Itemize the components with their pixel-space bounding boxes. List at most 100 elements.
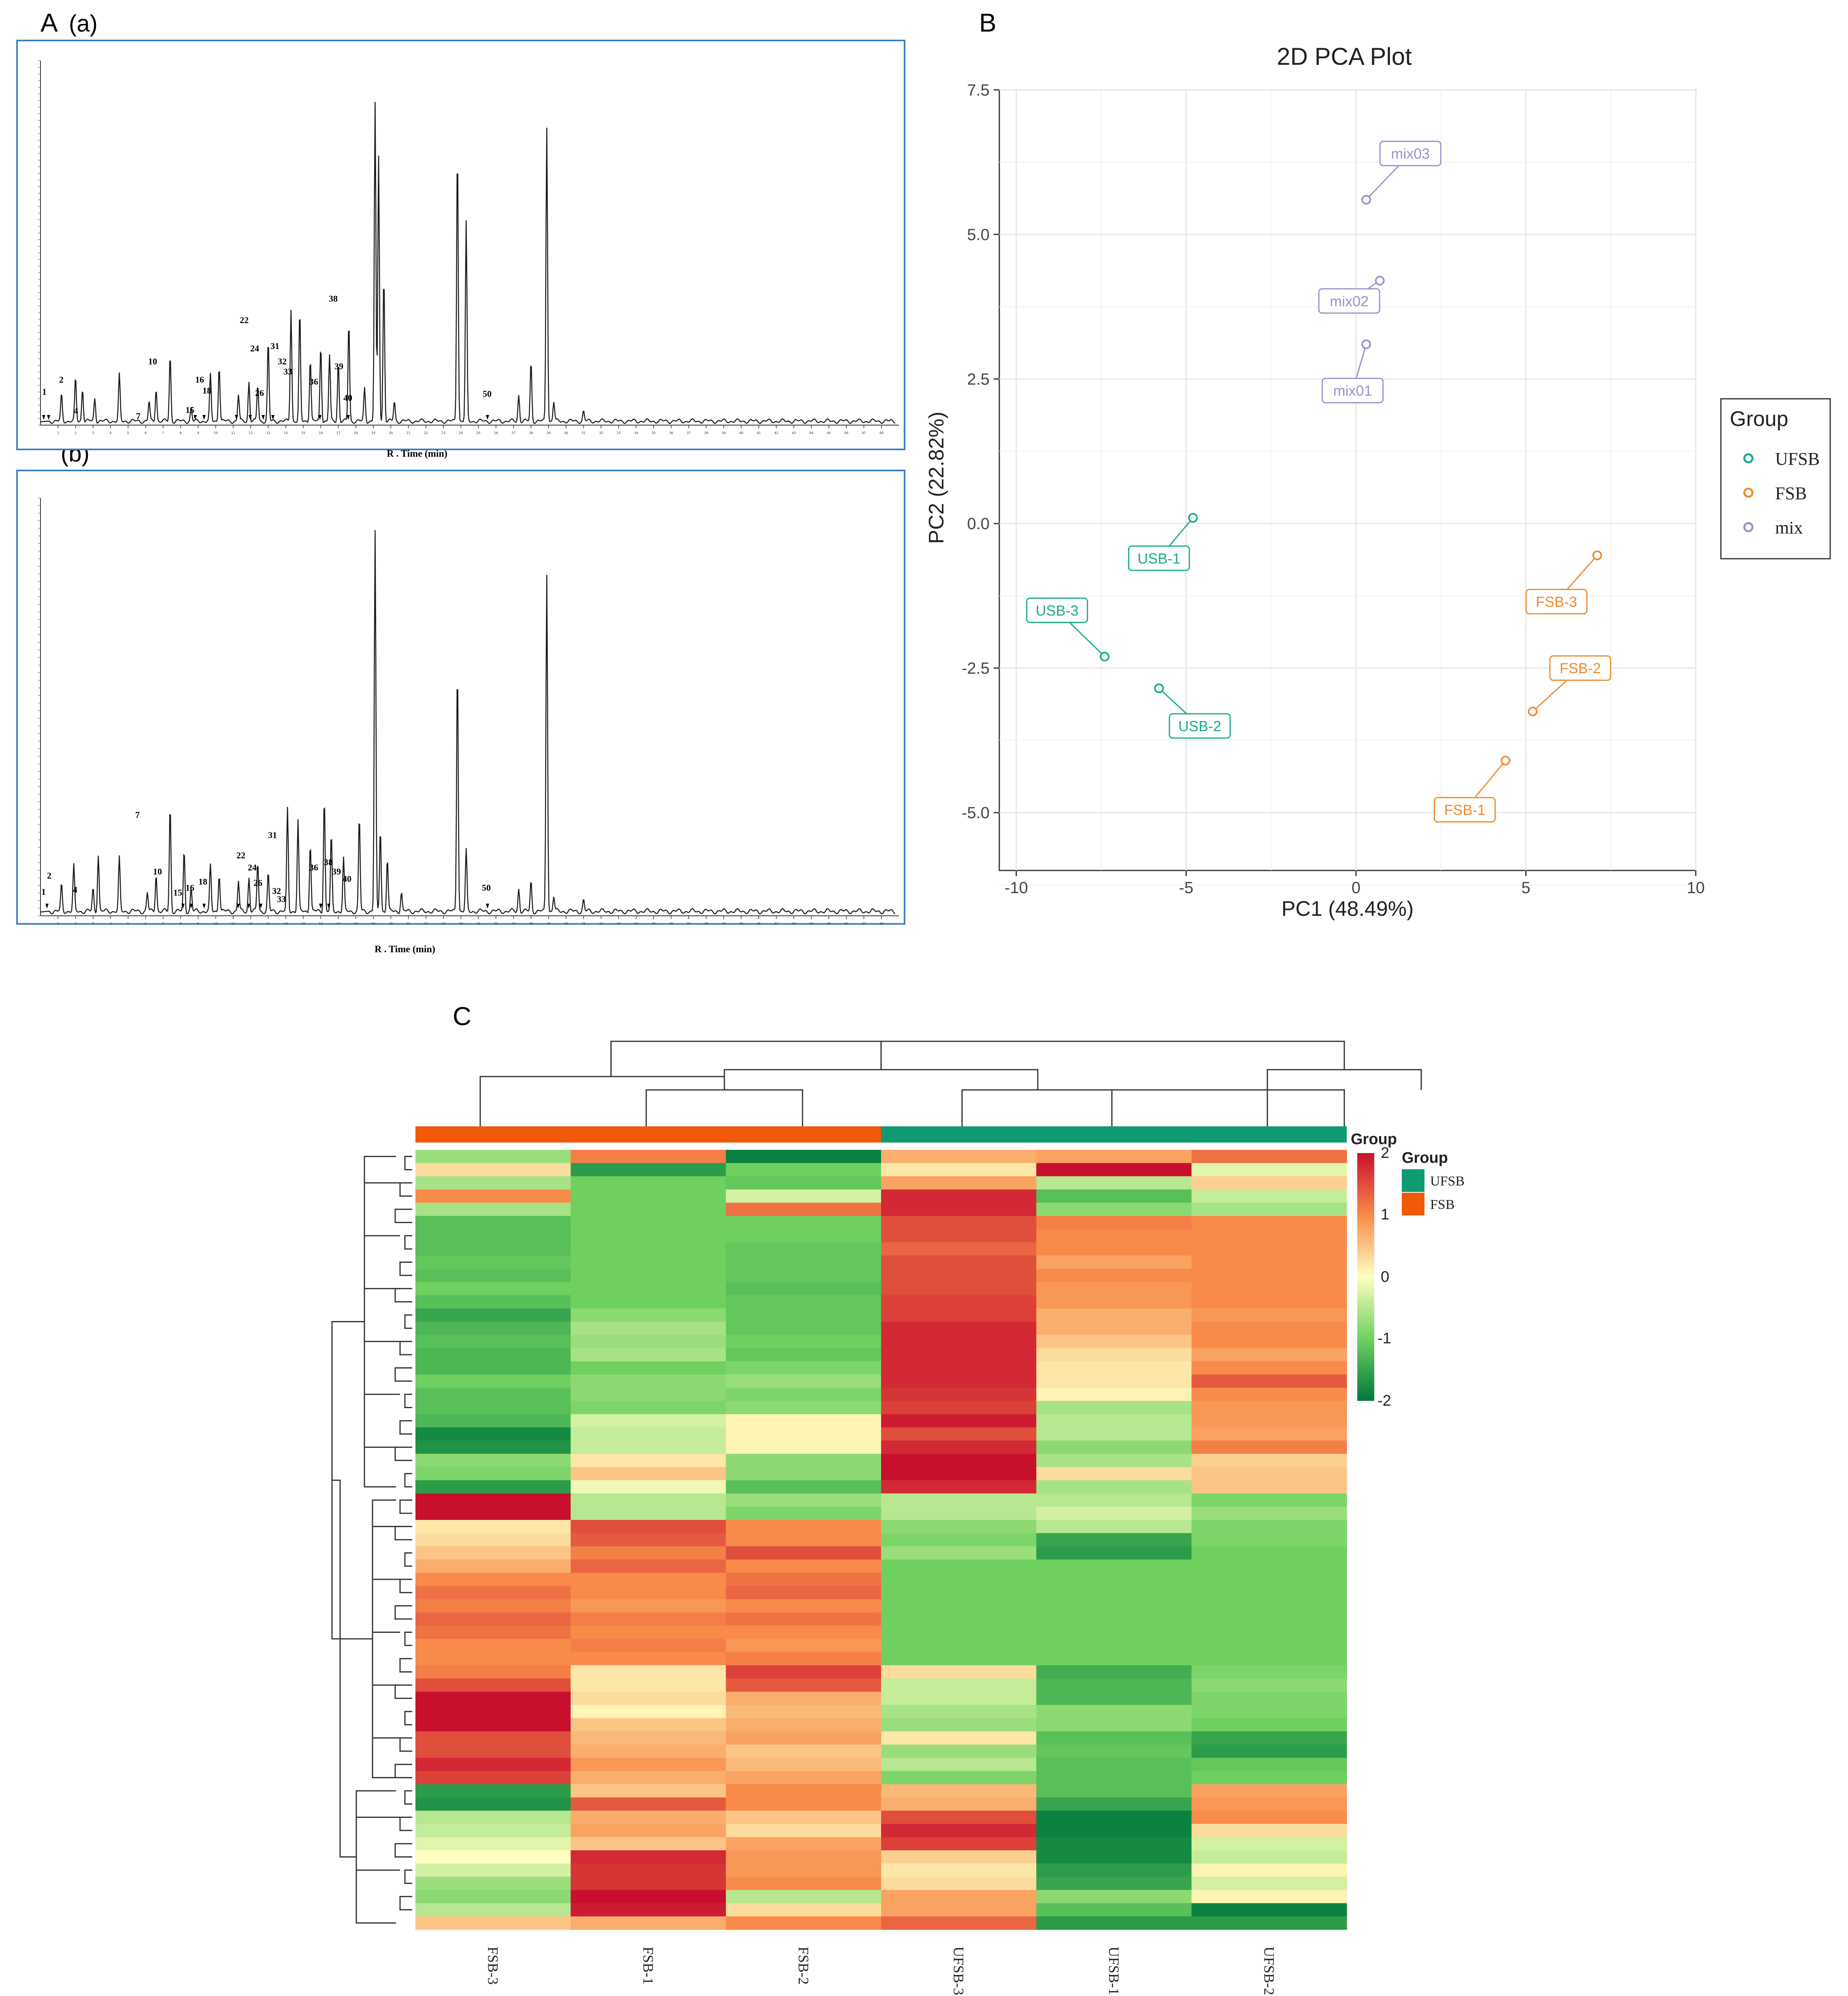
heatmap-cell (1036, 1546, 1192, 1560)
point-label: FSB-2 (1560, 660, 1601, 677)
heatmap-cell (726, 1586, 881, 1600)
heatmap-cell (726, 1441, 881, 1454)
heatmap-cell (415, 1150, 571, 1164)
heatmap-cell (415, 1321, 571, 1335)
heatmap-cell (571, 1348, 726, 1362)
heatmap-cell (881, 1718, 1037, 1732)
heatmap-cell (571, 1427, 726, 1441)
x-tick-label: 29 (547, 431, 551, 435)
heatmap-cell (571, 1731, 726, 1745)
column-label: UFSB-3 (951, 1947, 967, 1995)
heatmap-column-labels: FSB-3 FSB-1 FSB-2 UFSB-3 UFSB-1 UFSB-2 (485, 1947, 1277, 1995)
x-tick-label: 48 (879, 922, 884, 926)
peak-label: 18 (198, 877, 207, 887)
heatmap-cell (1036, 1295, 1192, 1309)
heatmap-cell (726, 1242, 881, 1256)
heatmap-cell (881, 1176, 1037, 1190)
x-tick-label: 4 (110, 431, 112, 435)
peak-label: 24 (250, 343, 259, 353)
x-tick-label: 27 (511, 431, 515, 435)
peak-label: 26 (255, 388, 264, 398)
heatmap-cell (881, 1374, 1037, 1388)
heatmap-cell (726, 1414, 881, 1428)
peak-label: 36 (309, 377, 318, 387)
dendro-branch (399, 1261, 412, 1276)
heatmap-cell (1191, 1890, 1347, 1904)
dendro-branch (394, 1209, 412, 1224)
heatmap-cell (571, 1242, 726, 1256)
heatmap-cell (571, 1652, 726, 1666)
heatmap-cell (881, 1308, 1037, 1322)
heatmap-cell (1036, 1731, 1192, 1745)
heatmap-cell (881, 1850, 1037, 1864)
x-tick-label: 17 (336, 431, 340, 435)
x-tick-label: 11 (231, 431, 235, 435)
dendro-branch (394, 1288, 412, 1302)
x-tick-label: 45 (827, 922, 831, 926)
heatmap-cell (415, 1387, 571, 1401)
heatmap-cell (1036, 1678, 1192, 1692)
tic-trace (40, 530, 896, 915)
y-tick-label: 2.5 (967, 370, 990, 388)
heatmap-cell (881, 1533, 1037, 1547)
heatmap-cell (726, 1731, 881, 1745)
heatmap-cell (1036, 1705, 1192, 1719)
heatmap-cell (726, 1282, 881, 1296)
heatmap-cell (881, 1189, 1037, 1203)
heatmap-cell (881, 1202, 1037, 1216)
heatmap-cell (571, 1877, 726, 1890)
heatmap-cell (1191, 1573, 1347, 1586)
pca-point-group: mix03 (1361, 140, 1441, 205)
pca-point (1501, 755, 1511, 766)
panel-b-letter: B (979, 8, 996, 37)
heatmap-cell (881, 1467, 1037, 1481)
x-tick-label: 25 (477, 431, 481, 435)
heatmap-cell (415, 1877, 571, 1890)
heatmap-cell (726, 1150, 881, 1164)
dendro-branch (404, 1155, 412, 1170)
heatmap-cell (415, 1295, 571, 1309)
heatmap-cell (415, 1586, 571, 1600)
x-tick-label: -10 (1005, 879, 1028, 897)
peak-label: 50 (482, 883, 491, 893)
pca-yaxis: -5.0 -2.5 0.0 2.5 5.0 7.5 (962, 81, 999, 822)
x-tick-label: 19 (371, 922, 375, 926)
x-tick-label: 30 (564, 922, 568, 926)
heatmap-cell (1191, 1176, 1347, 1190)
scale-tick: 2 (1381, 1145, 1389, 1162)
heatmap-cell (1191, 1811, 1347, 1824)
x-tick-label: 9 (197, 922, 199, 926)
heatmap-cell (881, 1216, 1037, 1230)
heatmap-cell (881, 1480, 1037, 1494)
heatmap-cell (726, 1692, 881, 1705)
x-tick-label: 3 (92, 431, 94, 435)
heatmap-cell (881, 1242, 1037, 1256)
x-tick-label: 35 (651, 431, 656, 435)
heatmap-cell (1191, 1387, 1347, 1401)
heatmap-cell (1191, 1414, 1347, 1428)
heatmap-cell (726, 1374, 881, 1388)
x-tick-label: 10 (214, 431, 218, 435)
heatmap-cell (1191, 1268, 1347, 1283)
heatmap-cell (726, 1784, 881, 1798)
heatmap-cell (881, 1282, 1037, 1296)
peak-label: 4 (73, 885, 77, 895)
peak-label: 32 (272, 886, 281, 896)
pca-point (1361, 339, 1371, 349)
heatmap-cell (1191, 1639, 1347, 1653)
pca-point (1361, 195, 1371, 205)
heatmap-cell (1036, 1533, 1192, 1547)
heatmap-cell (726, 1559, 881, 1573)
heatmap-cell (1191, 1229, 1347, 1243)
heatmap-cell (726, 1573, 881, 1586)
heatmap-cell (726, 1453, 881, 1468)
point-label: FSB-1 (1444, 802, 1485, 818)
heatmap-cell (1036, 1863, 1192, 1877)
peak-label: 15 (173, 887, 182, 898)
heatmap-cell (881, 1387, 1037, 1401)
pca-point-group: USB-1 (1128, 513, 1198, 571)
heatmap-cell (571, 1797, 726, 1811)
heatmap-cell (881, 1163, 1037, 1177)
heatmap-cell (726, 1202, 881, 1216)
heatmap-cell (1191, 1559, 1347, 1573)
